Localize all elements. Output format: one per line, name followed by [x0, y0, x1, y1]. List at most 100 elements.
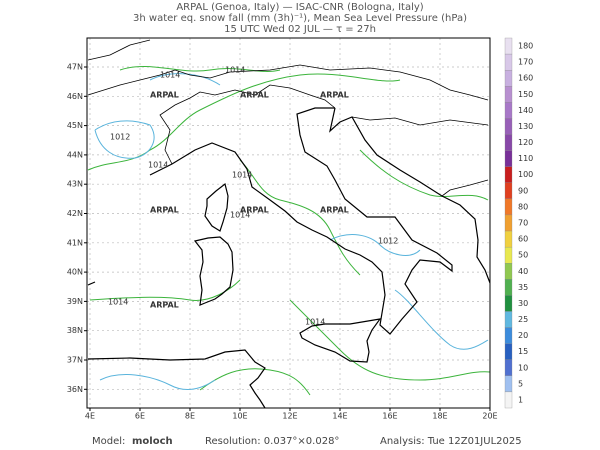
- lon-label: 18E: [432, 412, 447, 421]
- colorbar-swatch: [504, 70, 513, 87]
- colorbar-swatch: [504, 279, 513, 296]
- lon-label: 6E: [135, 412, 145, 421]
- colorbar-swatch: [504, 166, 513, 183]
- colorbar-swatch: [504, 37, 513, 55]
- colorbar-label: 1: [518, 395, 523, 404]
- lat-label: 36N: [67, 385, 83, 394]
- contour-label: 1014: [230, 211, 250, 220]
- colorbar-label: 35: [518, 283, 528, 292]
- colorbar-label: 150: [518, 90, 533, 99]
- colorbar-label: 110: [518, 154, 533, 163]
- lon-label: 10E: [232, 412, 247, 421]
- lon-label: 12E: [282, 412, 297, 421]
- colorbar-swatch: [504, 375, 513, 393]
- lat-label: 40N: [67, 268, 83, 277]
- title-line: 15 UTC Wed 02 JUL — τ = 27h: [224, 24, 376, 35]
- colorbar-swatch: [504, 150, 513, 167]
- lon-label: 14E: [332, 412, 347, 421]
- pressure-contours: [87, 66, 491, 396]
- colorbar-label: 5: [518, 379, 523, 388]
- colorbar-label: 80: [518, 202, 528, 211]
- colorbar-label: 160: [518, 74, 533, 83]
- watermark: ARPAL: [240, 91, 269, 100]
- contour-label: 1012: [378, 237, 398, 246]
- colorbar-swatch: [504, 343, 513, 360]
- title-line: ARPAL (Genoa, Italy) — ISAC-CNR (Bologna…: [176, 2, 423, 13]
- colorbar-label: 60: [518, 235, 528, 244]
- colorbar-label: 70: [518, 219, 528, 228]
- colorbar-swatch: [504, 214, 513, 232]
- lat-label: 41N: [67, 238, 83, 247]
- colorbar-swatch: [504, 263, 513, 280]
- contour-label: 1014: [225, 66, 245, 75]
- colorbar-swatch: [504, 198, 513, 216]
- colorbar-label: 140: [518, 106, 533, 115]
- lon-label: 20E: [482, 412, 497, 421]
- footer-analysis: Analysis: Tue 12Z01JUL2025: [380, 436, 522, 447]
- colorbar-swatch: [504, 311, 513, 328]
- colorbar-swatch: [504, 53, 513, 71]
- colorbar-swatch: [504, 295, 513, 312]
- map-frame: [86, 37, 491, 409]
- colorbar-label: 120: [518, 138, 533, 147]
- colorbar-label: 100: [518, 170, 533, 179]
- colorbar-label: 40: [518, 267, 528, 276]
- lon-label: 4E: [85, 412, 95, 421]
- title-line: 3h water eq. snow fall (mm (3h)⁻¹), Mean…: [133, 13, 467, 24]
- watermark: ARPAL: [150, 206, 179, 215]
- lat-label: 47N: [67, 63, 83, 72]
- colorbar-swatch: [504, 327, 513, 344]
- borders: [87, 39, 489, 197]
- watermark: ARPAL: [320, 91, 349, 100]
- colorbar-swatch: [504, 102, 513, 119]
- colorbar-swatch: [504, 182, 513, 200]
- lon-label: 16E: [382, 412, 397, 421]
- contour-label: 1014: [108, 298, 128, 307]
- contour-label: 1014: [160, 71, 180, 80]
- colorbar-swatch: [504, 134, 513, 151]
- contour-label: 1014: [305, 318, 325, 327]
- axis-ticks: 4E 6E 8E 10E 12E 14E 16E 18E 20E 47N 46N 45N 44N 43N 4…: [67, 63, 498, 421]
- colorbar-label: 130: [518, 122, 533, 131]
- colorbar-label: 10: [518, 363, 528, 372]
- contour-labels: 101410141012101410141012101410141014ARPA…: [108, 66, 398, 327]
- watermark: ARPAL: [150, 301, 179, 310]
- grid: [87, 38, 491, 408]
- watermark: ARPAL: [150, 91, 179, 100]
- lat-label: 42N: [67, 209, 83, 218]
- contour-label: 1014: [232, 171, 252, 180]
- colorbar-swatch: [504, 391, 513, 409]
- colorbar-label: 30: [518, 299, 528, 308]
- colorbar-label: 50: [518, 251, 528, 260]
- colorbar-swatch: [504, 230, 513, 248]
- lat-label: 45N: [67, 121, 83, 130]
- lat-label: 39N: [67, 297, 83, 306]
- contour-label: 1014: [148, 161, 168, 170]
- colorbar-label: 25: [518, 315, 528, 324]
- watermark: ARPAL: [240, 206, 269, 215]
- colorbar-swatch: [504, 359, 513, 376]
- colorbar-label: 20: [518, 331, 528, 340]
- footer-resolution: Resolution: 0.037°×0.028°: [205, 436, 339, 447]
- lat-label: 38N: [67, 326, 83, 335]
- colorbar-label: 90: [518, 186, 528, 195]
- colorbar-swatch: [504, 118, 513, 135]
- colorbar-label: 15: [518, 347, 528, 356]
- footer-model-label: Model:: [92, 436, 125, 447]
- colorbar-label: 180: [518, 42, 533, 51]
- colorbar-swatch: [504, 86, 513, 103]
- contour-label: 1012: [110, 133, 130, 142]
- lon-label: 8E: [185, 412, 195, 421]
- colorbar-swatch: [504, 246, 513, 264]
- lat-label: 37N: [67, 356, 83, 365]
- lat-label: 46N: [67, 92, 83, 101]
- colorbar: 1801701601501401301201101009080706050403…: [504, 37, 533, 409]
- lat-label: 43N: [67, 180, 83, 189]
- watermark: ARPAL: [320, 206, 349, 215]
- lat-label: 44N: [67, 150, 83, 159]
- coastlines: [87, 107, 491, 409]
- footer-model: moloch: [132, 436, 173, 447]
- colorbar-label: 170: [518, 58, 533, 67]
